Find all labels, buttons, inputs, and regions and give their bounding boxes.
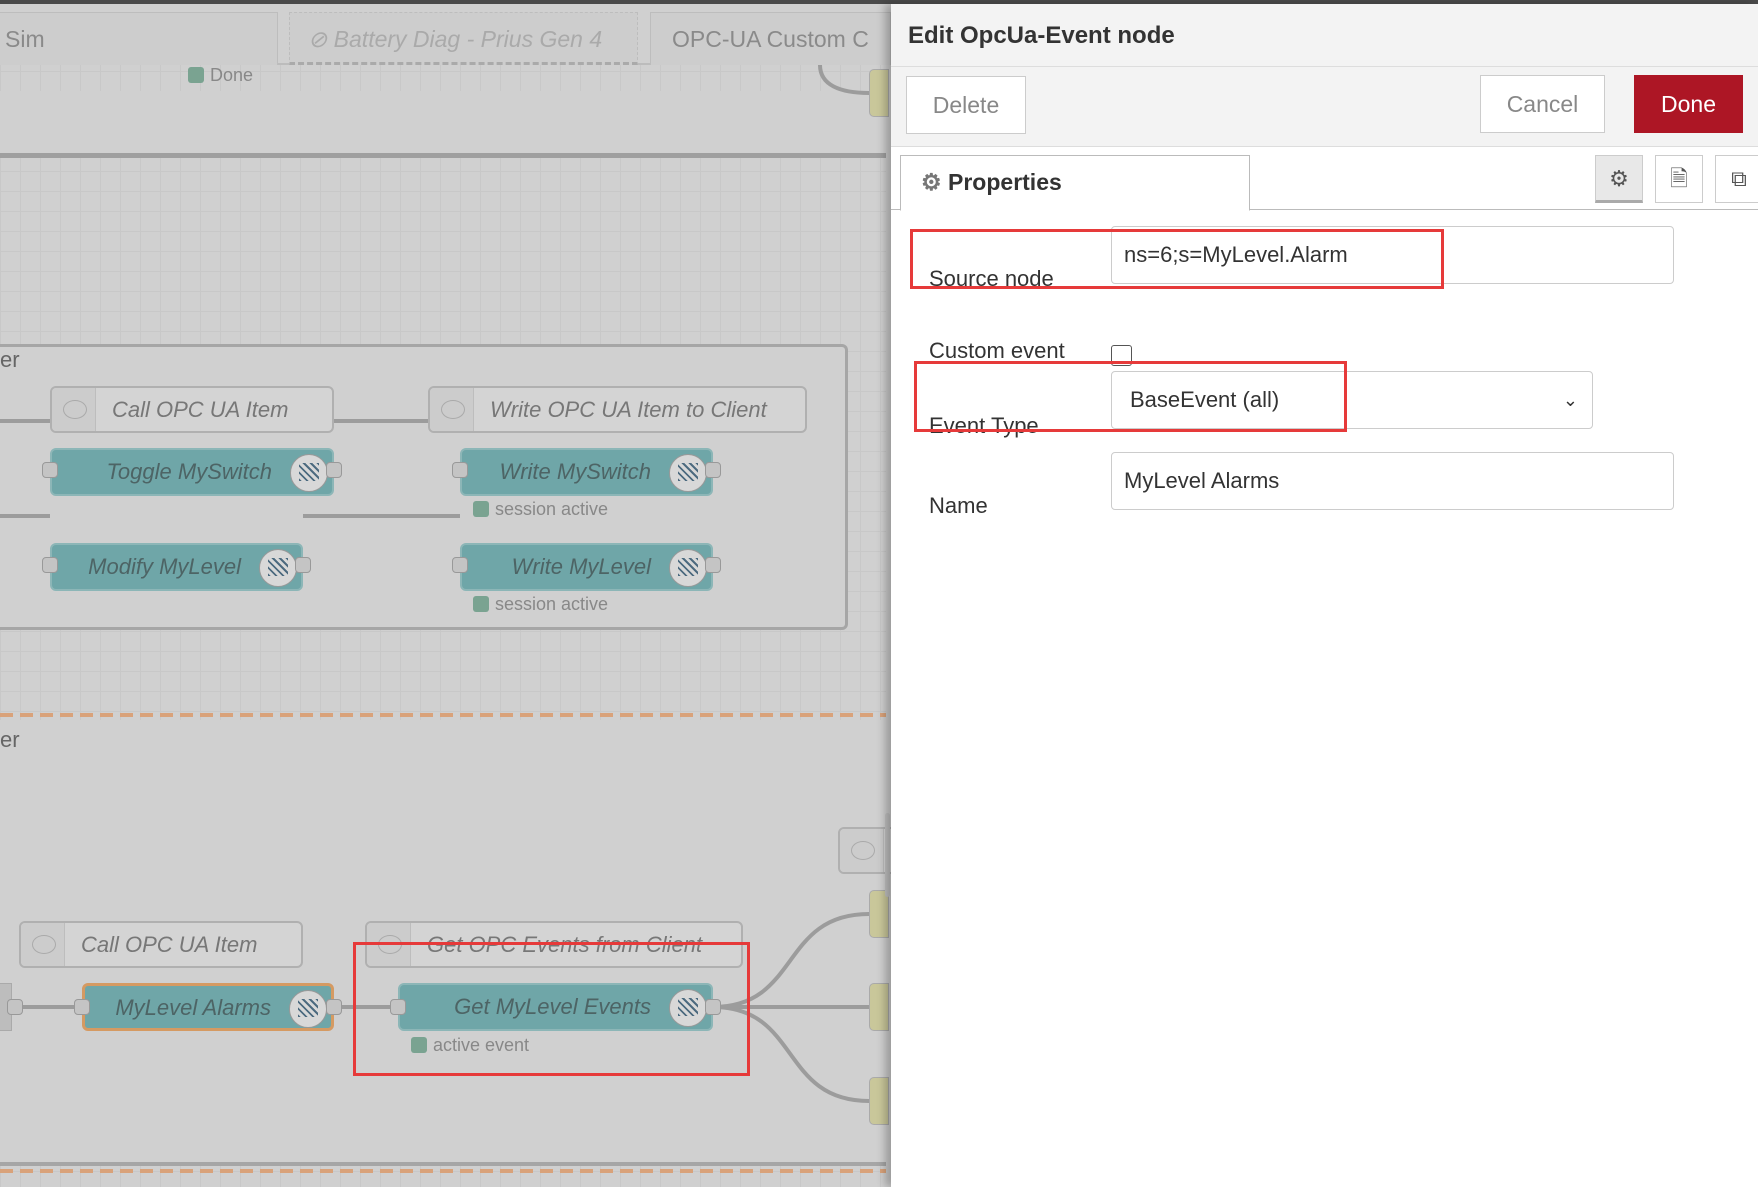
comment-icon	[840, 829, 884, 872]
node-status: session active	[473, 594, 608, 615]
opcua-node[interactable]: Write MyLevel	[460, 543, 713, 591]
flow-canvas[interactable]: Done er er Call OPC UA Item Write OPC UA…	[0, 65, 898, 1187]
opcua-icon	[290, 454, 328, 492]
node-status: active event	[411, 1035, 529, 1056]
frame-icon[interactable]: ⧉	[1715, 155, 1758, 203]
comment-node[interactable]: Call OPC UA Item	[19, 921, 303, 968]
input-port[interactable]	[42, 557, 58, 573]
delete-button[interactable]: Delete	[906, 76, 1026, 134]
input-port[interactable]	[42, 462, 58, 478]
event-type-label: Event Type	[929, 413, 1039, 438]
wires	[0, 65, 870, 1103]
output-port[interactable]	[705, 999, 721, 1015]
comment-node[interactable]: Write OPC UA Item to Client	[428, 386, 807, 433]
link-divider	[0, 1169, 886, 1173]
workspace-tab[interactable]: OPC-UA Custom C	[650, 12, 891, 65]
opcua-event-node[interactable]: MyLevel Alarms	[82, 983, 334, 1031]
output-port[interactable]	[705, 557, 721, 573]
chevron-down-icon: ⌄	[1562, 390, 1578, 410]
input-port[interactable]	[452, 557, 468, 573]
wire	[712, 912, 870, 1009]
node-status: session active	[473, 499, 608, 520]
header-bar	[0, 0, 1758, 4]
source-node-input[interactable]: ns=6;s=MyLevel.Alarm	[1111, 226, 1674, 284]
edit-node-tray: Edit OpcUa-Event node Delete Cancel Done…	[891, 4, 1758, 1187]
custom-event-label: Custom event	[929, 338, 1065, 363]
opcua-icon	[289, 990, 327, 1028]
flow-node[interactable]	[869, 69, 889, 117]
flow-node[interactable]	[869, 983, 889, 1031]
custom-event-checkbox[interactable]	[1111, 345, 1132, 366]
input-port[interactable]	[390, 999, 406, 1015]
opcua-icon	[669, 549, 707, 587]
workspace-tab-disabled[interactable]: ⊘ Battery Diag - Prius Gen 4	[289, 12, 638, 65]
wire	[818, 65, 870, 95]
comment-icon	[52, 388, 96, 431]
highlight-box	[353, 942, 750, 1076]
name-label: Name	[929, 493, 988, 518]
opcua-client-node[interactable]: Get MyLevel Events	[398, 983, 713, 1031]
node-status: Done	[188, 65, 253, 86]
opcua-node[interactable]: Write MySwitch	[460, 448, 713, 496]
done-button[interactable]: Done	[1634, 75, 1743, 133]
output-port[interactable]	[326, 999, 342, 1015]
input-port[interactable]	[74, 999, 90, 1015]
tray-toolbar: Delete Cancel Done	[891, 67, 1758, 147]
wire	[712, 1005, 870, 1103]
tray-title: Edit OpcUa-Event node	[891, 4, 1758, 67]
output-port[interactable]	[7, 999, 23, 1015]
link-divider	[0, 713, 886, 717]
disabled-icon: ⊘	[308, 26, 334, 52]
cancel-button[interactable]: Cancel	[1480, 75, 1605, 133]
workspace-tab-bar: Sim ⊘ Battery Diag - Prius Gen 4 OPC-UA …	[0, 4, 891, 65]
gear-icon[interactable]: ⚙	[1595, 155, 1643, 203]
comment-icon	[430, 388, 474, 431]
highlight-box	[914, 361, 1347, 432]
highlight-box	[910, 229, 1444, 289]
comment-icon	[21, 923, 65, 966]
canvas-scrollbar[interactable]	[885, 813, 890, 897]
output-port[interactable]	[705, 462, 721, 478]
flow-node[interactable]	[869, 1077, 889, 1125]
name-input[interactable]: MyLevel Alarms	[1111, 452, 1674, 510]
opcua-icon	[259, 549, 297, 587]
event-type-select[interactable]: BaseEvent (all) ⌄	[1111, 371, 1593, 429]
output-port[interactable]	[326, 462, 342, 478]
document-icon[interactable]: 🗎	[1655, 155, 1703, 203]
tray-tabs: ⚙ Properties ⚙ 🗎 ⧉	[891, 147, 1758, 211]
group-label: er	[0, 347, 20, 372]
tab-properties[interactable]: ⚙ Properties	[900, 155, 1250, 211]
comment-node[interactable]: Call OPC UA Item	[50, 386, 334, 433]
flow-node[interactable]	[869, 890, 889, 938]
opcua-icon	[669, 454, 707, 492]
opcua-node[interactable]: Modify MyLevel	[50, 543, 303, 591]
group-label: er	[0, 727, 20, 752]
opcua-node[interactable]: Toggle MySwitch	[50, 448, 334, 496]
output-port[interactable]	[295, 557, 311, 573]
input-port[interactable]	[452, 462, 468, 478]
gear-icon: ⚙	[921, 169, 949, 195]
workspace-tab[interactable]: Sim	[0, 12, 278, 65]
group-area	[0, 91, 886, 158]
